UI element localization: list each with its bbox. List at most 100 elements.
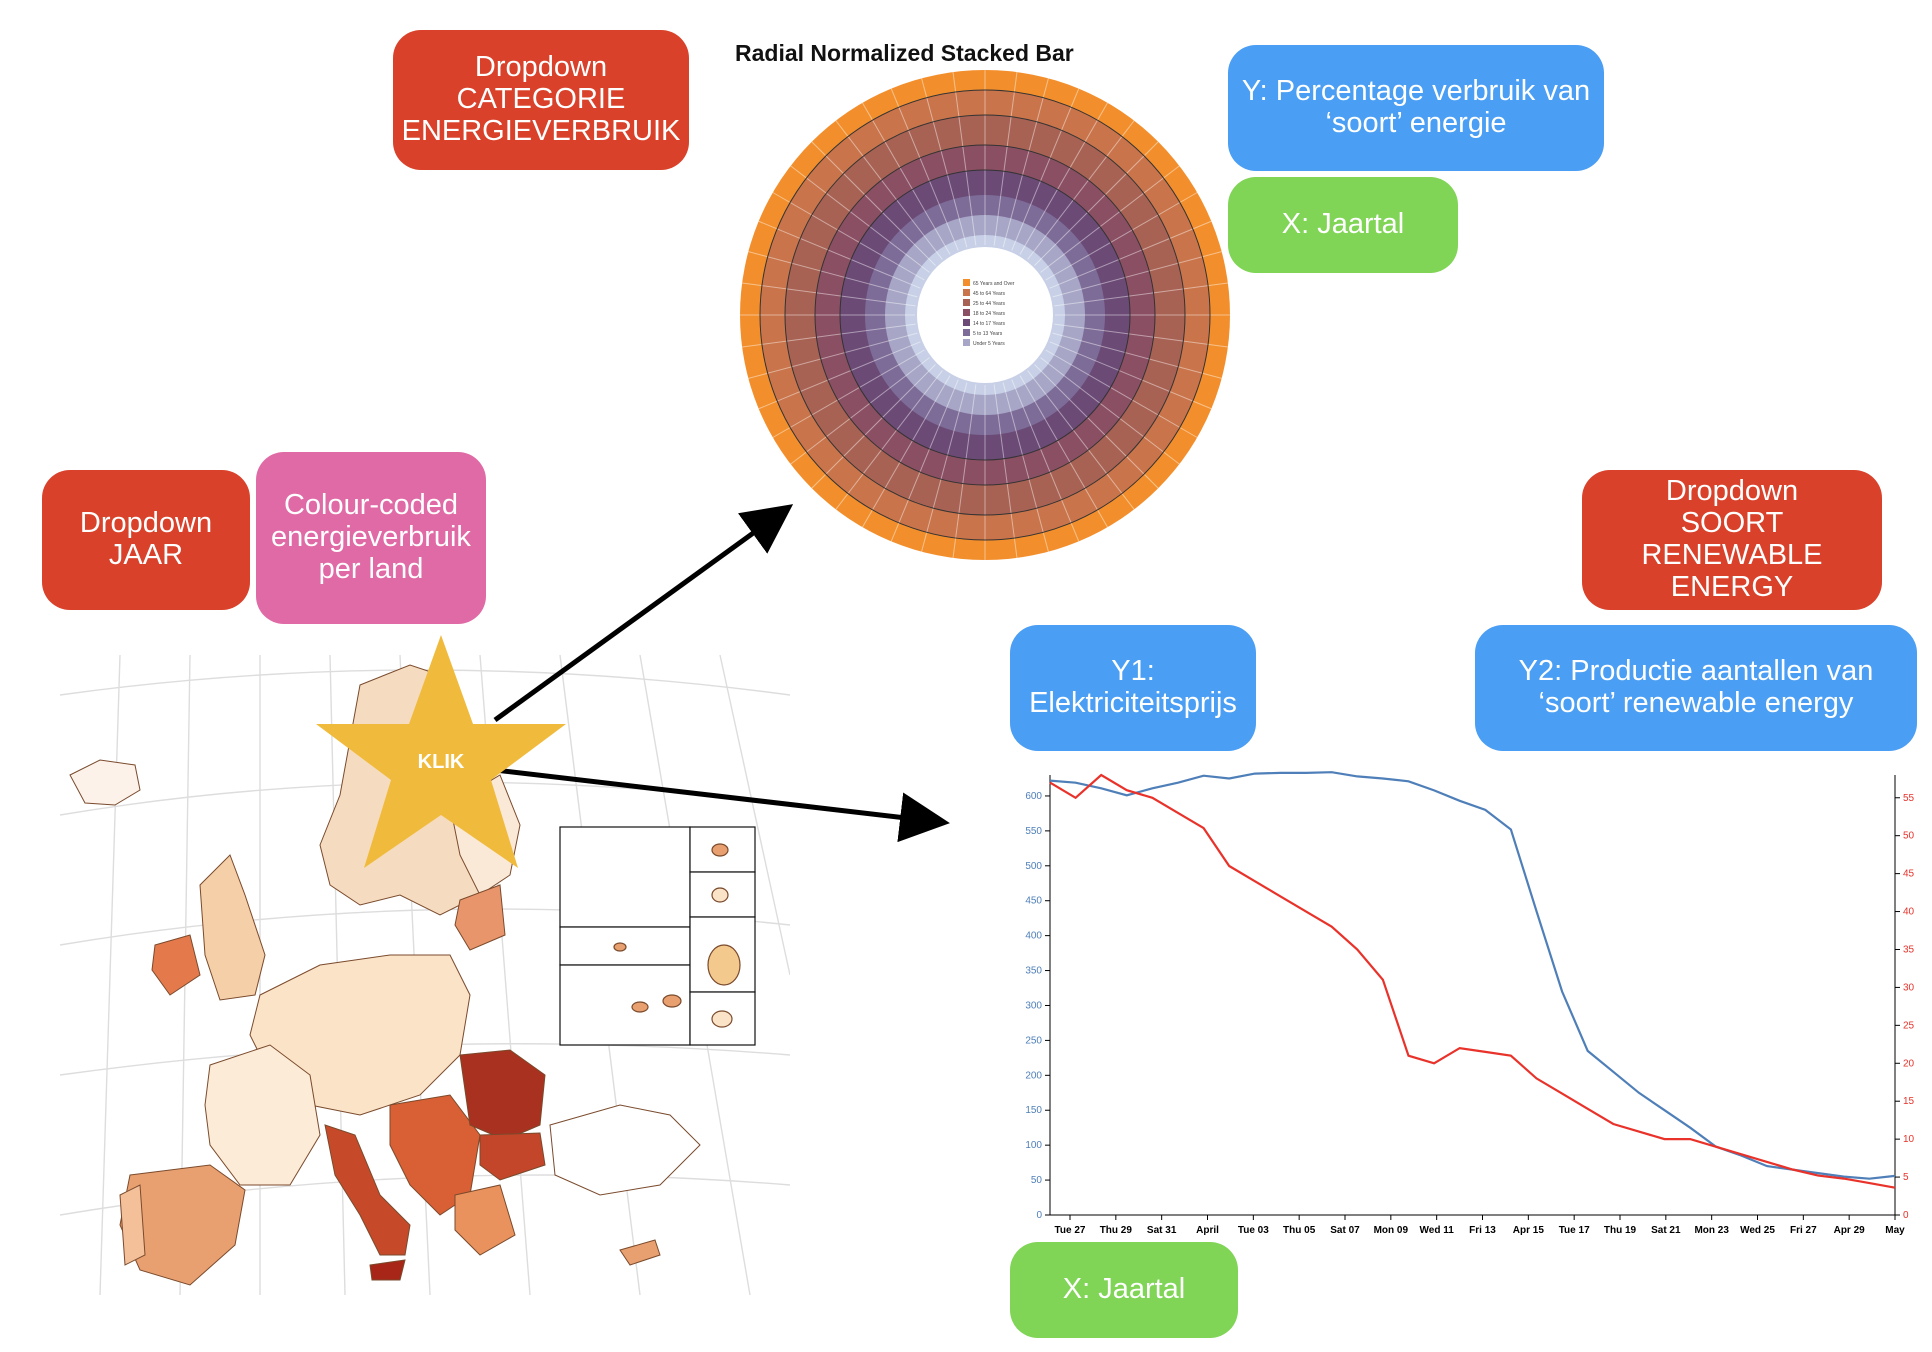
radial-spoke	[1052, 332, 1222, 379]
radial-grid-ring	[839, 169, 1131, 461]
radial-spoke	[1052, 251, 1222, 298]
y-right-tick-label: 10	[1903, 1134, 1915, 1145]
x-tick-label: Thu 29	[1100, 1225, 1133, 1236]
radial-spoke	[1054, 323, 1228, 348]
radial-y-box: Y: Percentage verbruik van ‘soort’ energ…	[1228, 45, 1604, 171]
series-line-left	[1049, 771, 1896, 1180]
radial-spoke	[1011, 379, 1080, 542]
y-right-tick-label: 40	[1903, 907, 1915, 918]
radial-legend-label: 5 to 13 Years	[973, 331, 1003, 337]
x-tick-label: April	[1196, 1225, 1219, 1236]
map-inset-panels	[559, 826, 756, 1046]
region-italy[interactable]	[324, 1124, 411, 1256]
radial-spoke	[921, 382, 968, 552]
radial-spoke	[748, 332, 918, 379]
y-left-tick-label: 250	[1025, 1035, 1042, 1046]
radial-hole	[917, 247, 1053, 383]
radial-spoke	[1011, 88, 1080, 251]
x-tick-label: Sat 31	[1147, 1225, 1177, 1236]
x-tick-label: Wed 25	[1740, 1225, 1775, 1236]
radial-spoke	[1049, 220, 1212, 289]
region-turkey[interactable]	[549, 1104, 701, 1196]
radial-spoke	[952, 72, 977, 246]
radial-spoke	[1040, 357, 1180, 465]
y-right-tick-label: 30	[1903, 982, 1915, 993]
region-france[interactable]	[204, 1044, 321, 1186]
region-cyprus[interactable]	[619, 1239, 661, 1266]
radial-spoke	[811, 141, 936, 266]
y-left-tick-label: 500	[1025, 861, 1042, 872]
region-bulgaria[interactable]	[479, 1132, 546, 1181]
dropdown-jaar-box: Dropdown JAAR	[42, 470, 250, 610]
radial-spoke	[748, 251, 918, 298]
region-greece[interactable]	[454, 1184, 516, 1256]
radial-spoke	[993, 72, 1018, 246]
x-tick-label: Thu 05	[1283, 1225, 1316, 1236]
region-ireland[interactable]	[151, 934, 201, 996]
radial-y-label: Y: Percentage verbruik van ‘soort’ energ…	[1241, 75, 1591, 139]
line-y1-box: Y1: Elektriciteitsprijs	[1010, 625, 1256, 751]
radial-spoke	[772, 349, 925, 438]
x-tick-label: May	[1885, 1225, 1905, 1236]
radial-spoke	[742, 323, 916, 348]
y-left-tick-label: 100	[1025, 1140, 1042, 1151]
europe-choropleth-map[interactable]	[60, 655, 790, 1295]
y-right-tick-label: 55	[1903, 793, 1915, 804]
y-left-tick-label: 50	[1031, 1175, 1043, 1186]
radial-legend-label: 14 to 17 Years	[973, 321, 1005, 327]
x-tick-label: Wed 11	[1420, 1225, 1455, 1236]
region-iceland[interactable]	[69, 759, 141, 806]
radial-legend-label: Under 5 Years	[973, 341, 1005, 347]
y-right-tick-label: 35	[1903, 944, 1915, 955]
radial-legend-swatch	[963, 279, 970, 286]
x-tick-label: Mon 23	[1694, 1225, 1729, 1236]
region-portugal[interactable]	[119, 1184, 146, 1266]
dual-axis-line-chart: 0 50 100 150 200 250 300 350 400 450 500 550 600 0 5 10…	[1025, 771, 1915, 1236]
region-uk[interactable]	[199, 854, 266, 1001]
radial-legend-label: 25 to 44 Years	[973, 301, 1005, 307]
series-line-right	[1049, 773, 1896, 1189]
dropdown-soort-box: Dropdown SOORT RENEWABLE ENERGY	[1582, 470, 1882, 610]
radial-spoke	[921, 78, 968, 248]
radial-x-label: X: Jaartal	[1281, 208, 1405, 241]
region-baltics[interactable]	[454, 884, 506, 951]
radial-spoke	[862, 375, 951, 528]
radial-stacked-bar-chart: 65 Years and Over 45 to 64 Years 25 to 44 …	[740, 70, 1230, 560]
y-left-tick-label: 200	[1025, 1070, 1042, 1081]
dropdown-jaar-label: Dropdown JAAR	[79, 507, 213, 571]
radial-spoke	[1054, 282, 1228, 307]
radial-spoke	[1019, 102, 1108, 255]
line-x-box: X: Jaartal	[1010, 1242, 1238, 1338]
x-tick-label: Sat 21	[1651, 1225, 1681, 1236]
y-left-tick-label: 450	[1025, 896, 1042, 907]
radial-legend-swatch	[963, 289, 970, 296]
radial-legend-swatch	[963, 299, 970, 306]
dropdown-categorie-label: Dropdown CATEGORIE ENERGIEVERBRUIK	[401, 51, 681, 147]
radial-x-box: X: Jaartal	[1228, 177, 1458, 273]
region-sicily[interactable]	[369, 1259, 406, 1281]
radial-legend-swatch	[963, 309, 970, 316]
y-right-tick-label: 50	[1903, 831, 1915, 842]
radial-spoke	[758, 341, 921, 410]
radial-spoke	[758, 220, 921, 289]
y-left-tick-label: 400	[1025, 931, 1042, 942]
radial-spoke	[952, 384, 977, 558]
radial-spoke	[835, 370, 943, 510]
x-tick-label: Tue 03	[1238, 1225, 1269, 1236]
radial-legend-label: 18 to 24 Years	[973, 311, 1005, 317]
radial-grid-ring	[814, 144, 1156, 486]
dropdown-soort-label: Dropdown SOORT RENEWABLE ENERGY	[1641, 475, 1823, 603]
line-x-label: X: Jaartal	[1062, 1273, 1186, 1306]
radial-spoke	[835, 120, 943, 260]
radial-legend-swatch	[963, 339, 970, 346]
region-romania[interactable]	[459, 1049, 546, 1141]
radial-spoke	[790, 357, 930, 465]
radial-chart-title: Radial Normalized Stacked Bar	[735, 40, 1074, 66]
radial-spoke	[890, 88, 959, 251]
radial-spoke	[1034, 141, 1159, 266]
radial-spoke	[993, 384, 1018, 558]
y-left-tick-label: 0	[1036, 1210, 1042, 1221]
x-tick-label: Fri 27	[1790, 1225, 1817, 1236]
y-left-tick-label: 300	[1025, 1000, 1042, 1011]
radial-spoke	[1045, 192, 1198, 281]
